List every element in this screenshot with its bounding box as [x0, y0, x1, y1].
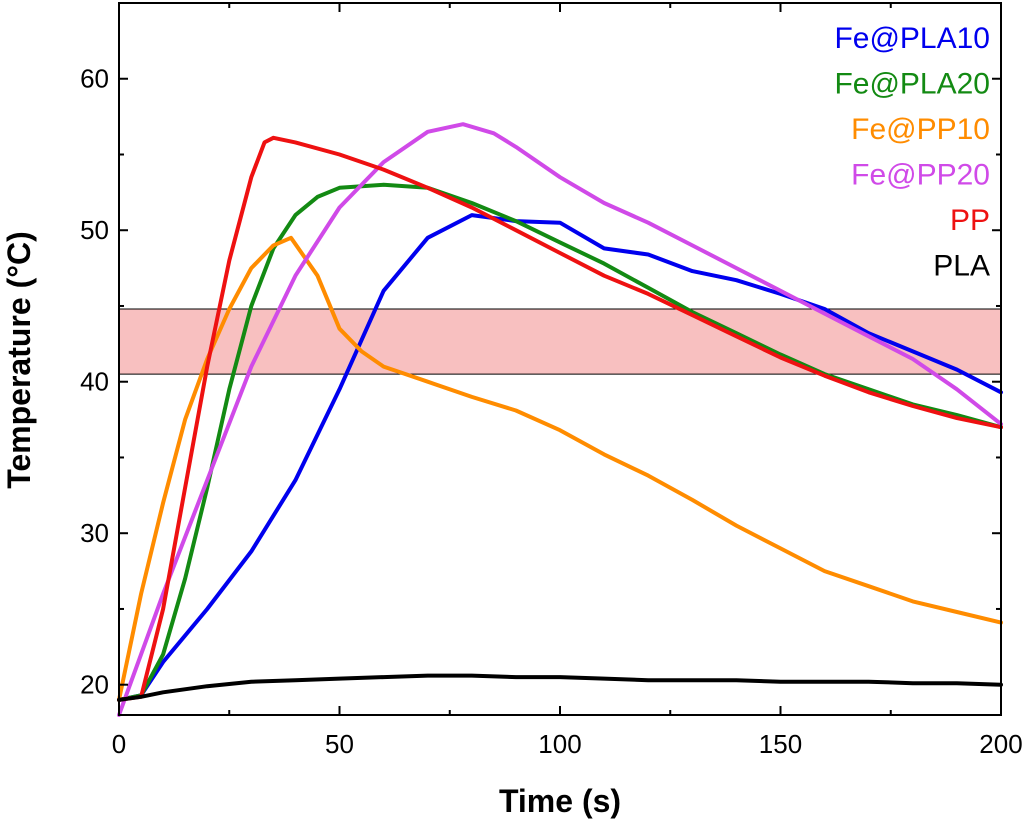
highlight-band: [119, 308, 1001, 375]
legend-entry-4: PP: [950, 204, 990, 237]
series-line-0: [117, 213, 1003, 702]
series-line-4: [117, 135, 1003, 702]
legend-entry-2: Fe@PP10: [851, 113, 990, 146]
y-tick-label: 40: [80, 367, 109, 397]
x-axis-title: Time (s): [499, 783, 621, 819]
y-tick-label: 30: [80, 518, 109, 548]
x-tick-label: 200: [979, 729, 1022, 759]
x-tick-label: 0: [112, 729, 126, 759]
series-line-3: [117, 122, 1003, 717]
x-tick-label: 50: [325, 729, 354, 759]
axis-ticks: 0 50 100 150 200 20 30 40 50 60: [80, 3, 1023, 759]
series-line-2: [117, 235, 1003, 702]
x-tick-label: 100: [538, 729, 581, 759]
x-tick-label: 150: [759, 729, 802, 759]
y-tick-label: 20: [80, 670, 109, 700]
band-fill: [119, 309, 1001, 375]
series-line-5: [117, 673, 1003, 702]
y-axis-title: Temperature (°C): [1, 231, 37, 489]
y-tick-label: 60: [80, 64, 109, 94]
legend: Fe@PLA10 Fe@PLA20 Fe@PP10 Fe@PP20 PP PLA: [834, 22, 990, 283]
y-tick-label: 50: [80, 215, 109, 245]
series-line-1: [117, 182, 1003, 702]
legend-entry-1: Fe@PLA20: [834, 68, 990, 101]
legend-entry-5: PLA: [933, 250, 990, 283]
series-lines: [117, 122, 1003, 717]
legend-entry-3: Fe@PP20: [851, 159, 990, 192]
legend-entry-0: Fe@PLA10: [834, 22, 990, 55]
